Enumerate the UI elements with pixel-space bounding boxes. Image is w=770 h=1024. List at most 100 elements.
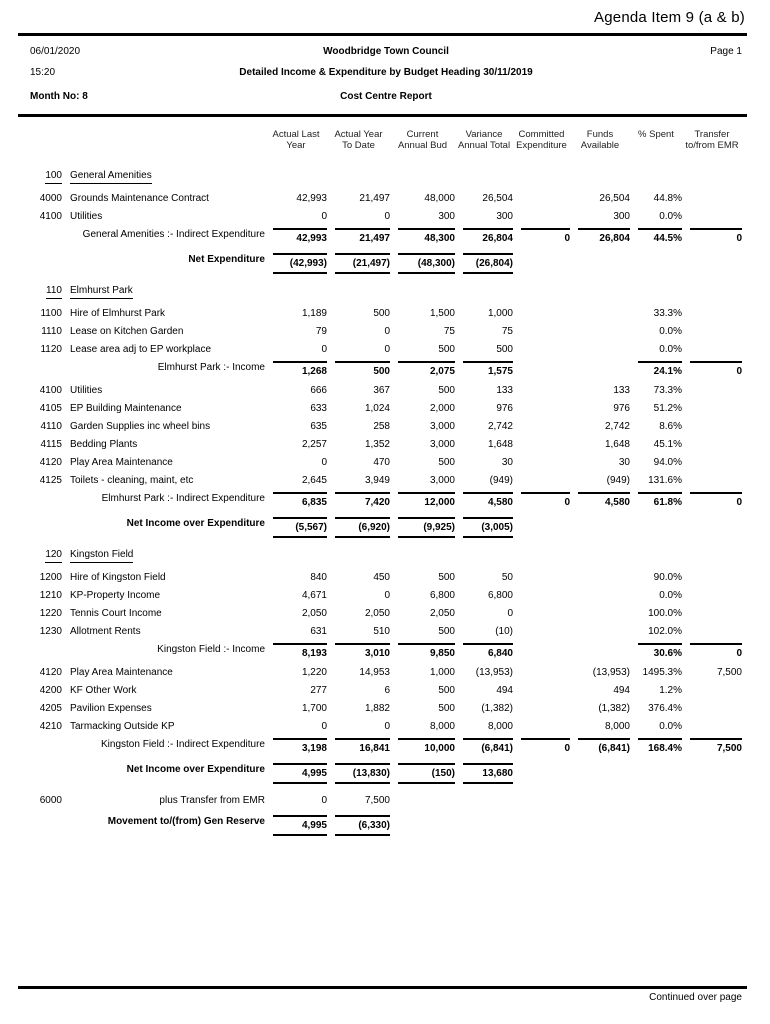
cell-committed-expenditure	[513, 456, 570, 469]
cell-actual-last-year: 631	[310, 626, 327, 637]
cell-actual-last-year: 0	[321, 795, 327, 806]
cell-committed-expenditure	[513, 517, 570, 538]
cell-committed-expenditure	[513, 307, 570, 320]
cell-actual-year-to-date: 450	[373, 572, 390, 583]
cell-actual-year-to-date: 258	[373, 421, 390, 432]
cell-actual-last-year: 0	[321, 721, 327, 732]
cell-actual-last-year: 2,257	[301, 439, 327, 450]
subtotal-row: Kingston Field :- Income 8,193 3,010 9,850 6…	[28, 643, 742, 660]
cell-actual-last-year: 633	[310, 403, 327, 414]
cell-funds-available: 976	[613, 403, 630, 414]
cell-variance-annual-total: (13,953)	[475, 667, 513, 678]
cell-committed-expenditure	[513, 420, 570, 433]
cell-funds-available	[570, 571, 630, 584]
cell-actual-last-year: 666	[310, 385, 327, 396]
cell-actual-year-to-date: 16,841	[327, 738, 390, 755]
cell-transfer-emr	[682, 169, 742, 184]
row-label: Hire of Kingston Field	[70, 572, 166, 583]
row-label: Elmhurst Park :- Indirect Expenditure	[101, 493, 265, 504]
header-rule	[18, 114, 747, 117]
cell-actual-year-to-date: 510	[373, 626, 390, 637]
cell-variance-annual-total: 26,504	[482, 193, 513, 204]
cell-variance-annual-total	[455, 548, 513, 563]
cell-funds-available: (1,382)	[598, 703, 630, 714]
cell-variance-annual-total: 4,580	[455, 492, 513, 509]
cell-percent-spent	[630, 548, 682, 563]
cell-percent-spent: 90.0%	[653, 572, 682, 583]
cell-current-annual-bud: (48,300)	[390, 253, 455, 274]
cell-percent-spent: 0.0%	[659, 211, 682, 222]
row-label: KF Other Work	[70, 685, 137, 696]
cell-variance-annual-total: 30	[501, 457, 513, 468]
cell-actual-last-year: 8,193	[265, 643, 327, 660]
table-row: 1120 Lease area adj to EP workplace 0 0 500 5…	[28, 343, 742, 356]
cell-current-annual-bud: 300	[438, 211, 455, 222]
agenda-item-heading: Agenda Item 9 (a & b)	[594, 9, 745, 26]
row-label: Net Income over Expenditure	[126, 518, 265, 529]
cell-funds-available	[570, 763, 630, 784]
cell-transfer-emr: 0	[682, 361, 742, 378]
row-label: Play Area Maintenance	[70, 667, 173, 678]
cell-actual-last-year: 1,189	[301, 308, 327, 319]
cell-current-annual-bud: 10,000	[390, 738, 455, 755]
row-label: Tarmacking Outside KP	[70, 721, 175, 732]
cell-current-annual-bud: (150)	[390, 763, 455, 784]
cell-funds-available: (13,953)	[592, 667, 630, 678]
cell-actual-last-year: 0	[321, 457, 327, 468]
cell-current-annual-bud: 12,000	[390, 492, 455, 509]
cell-transfer-emr	[682, 702, 742, 715]
row-label: Kingston Field :- Indirect Expenditure	[101, 739, 265, 750]
cell-variance-annual-total: (26,804)	[455, 253, 513, 274]
row-label: plus Transfer from EMR	[159, 795, 265, 806]
section-heading-row: 120 Kingston Field	[28, 548, 742, 563]
report-title: Detailed Income & Expenditure by Budget …	[239, 67, 533, 78]
cell-percent-spent: 1495.3%	[642, 667, 682, 678]
cell-actual-last-year: 1,268	[265, 361, 327, 378]
cell-committed-expenditure	[513, 763, 570, 784]
cell-current-annual-bud: 3,000	[429, 421, 455, 432]
cell-percent-spent: 0.0%	[659, 326, 682, 337]
cell-percent-spent: 376.4%	[648, 703, 682, 714]
row-label: Elmhurst Park :- Income	[157, 362, 265, 373]
cell-actual-year-to-date: 2,050	[364, 608, 390, 619]
cell-actual-last-year: 0	[321, 344, 327, 355]
cell-committed-expenditure	[513, 325, 570, 338]
cell-percent-spent: 61.8%	[630, 492, 682, 509]
cell-current-annual-bud: 1,500	[429, 308, 455, 319]
row-label: General Amenities :- Indirect Expenditur…	[82, 229, 265, 240]
cell-committed-expenditure	[513, 343, 570, 356]
cell-transfer-emr	[682, 763, 742, 784]
row-code: 4100	[39, 385, 62, 396]
cell-actual-last-year: 6,835	[265, 492, 327, 509]
row-code: 4115	[40, 439, 62, 450]
cell-transfer-emr	[682, 571, 742, 584]
cell-current-annual-bud: 3,000	[429, 475, 455, 486]
cell-committed-expenditure	[513, 571, 570, 584]
cell-actual-year-to-date: 0	[384, 326, 390, 337]
cell-percent-spent: 94.0%	[653, 457, 682, 468]
cell-actual-last-year: 2,050	[301, 608, 327, 619]
cell-current-annual-bud	[390, 169, 455, 184]
cell-current-annual-bud	[390, 815, 455, 836]
cell-percent-spent	[630, 815, 682, 836]
cell-percent-spent: 131.6%	[648, 475, 682, 486]
cell-current-annual-bud: 500	[438, 572, 455, 583]
cell-variance-annual-total: 976	[496, 403, 513, 414]
cell-actual-year-to-date: 21,497	[327, 228, 390, 245]
cell-variance-annual-total: (1,382)	[481, 703, 513, 714]
cell-actual-year-to-date: (13,830)	[327, 763, 390, 784]
cell-current-annual-bud	[390, 284, 455, 299]
cell-committed-expenditure	[513, 794, 570, 807]
cell-actual-year-to-date	[327, 169, 390, 184]
section-code: 110	[46, 284, 62, 299]
column-header-percent-spent: % Spent	[638, 129, 674, 140]
report-date: 06/01/2020	[30, 46, 81, 57]
cell-percent-spent: 1.2%	[659, 685, 682, 696]
cell-actual-year-to-date: 500	[373, 308, 390, 319]
row-label: EP Building Maintenance	[70, 403, 182, 414]
cell-actual-last-year: 2,645	[301, 475, 327, 486]
cell-funds-available: 300	[613, 211, 630, 222]
cell-variance-annual-total: 13,680	[455, 763, 513, 784]
cell-actual-year-to-date: 0	[384, 721, 390, 732]
cell-committed-expenditure	[513, 284, 570, 299]
